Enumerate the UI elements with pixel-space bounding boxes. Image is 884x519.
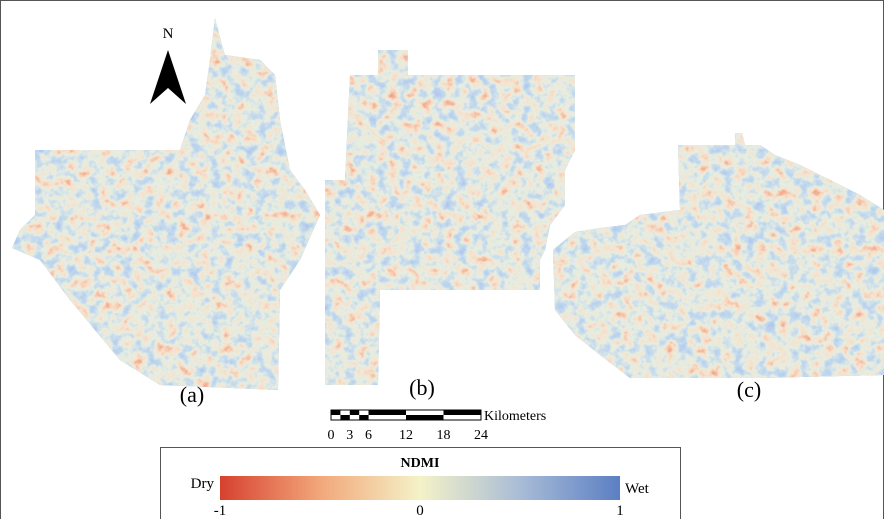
legend-low: Dry bbox=[191, 476, 215, 492]
scale-tick-label: 18 bbox=[437, 428, 451, 443]
panel-label: (a) bbox=[180, 382, 204, 407]
scale-bar: Kilometers 0 3 6 12 18 24 bbox=[328, 409, 547, 443]
legend-title: NDMI bbox=[401, 456, 440, 471]
scale-tick-label: 6 bbox=[365, 428, 372, 443]
scale-tick-label: 0 bbox=[328, 428, 335, 443]
legend-tick-label: 0 bbox=[416, 503, 424, 519]
north-label: N bbox=[163, 26, 174, 42]
panel-label: (c) bbox=[737, 377, 761, 402]
legend-tick-label: 1 bbox=[616, 503, 624, 519]
region-a bbox=[12, 18, 320, 390]
region-c bbox=[553, 133, 884, 378]
color-ramp bbox=[220, 476, 620, 500]
legend-tick-label: -1 bbox=[214, 503, 227, 519]
scale-tick-label: 3 bbox=[346, 428, 353, 443]
north-arrow: N bbox=[150, 26, 186, 104]
legend-high: Wet bbox=[625, 481, 650, 497]
legend: NDMI Dry Wet -1 0 1 bbox=[160, 447, 681, 519]
scale-tick-label: 24 bbox=[474, 428, 488, 443]
scale-tick-label: 12 bbox=[399, 428, 413, 443]
panel-label: (b) bbox=[409, 375, 435, 400]
region-b bbox=[325, 50, 575, 385]
scale-unit: Kilometers bbox=[484, 409, 546, 424]
